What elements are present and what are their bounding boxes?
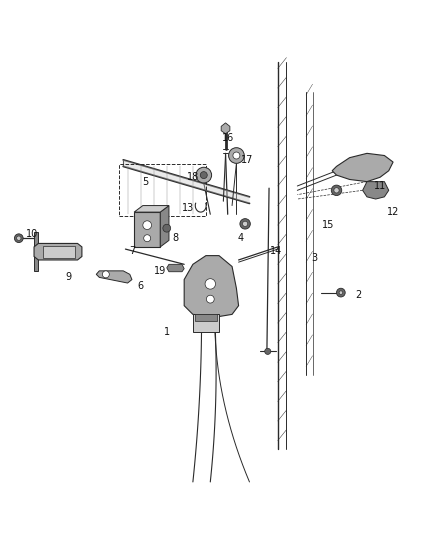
Circle shape (206, 295, 214, 303)
Circle shape (240, 219, 251, 229)
Polygon shape (134, 206, 169, 212)
Polygon shape (96, 271, 132, 283)
Circle shape (144, 235, 151, 241)
Text: 12: 12 (387, 207, 399, 217)
Text: 17: 17 (241, 155, 254, 165)
Polygon shape (363, 182, 389, 199)
Text: 19: 19 (154, 266, 166, 276)
Polygon shape (43, 246, 75, 258)
Circle shape (339, 291, 343, 294)
Polygon shape (123, 160, 250, 204)
Circle shape (143, 221, 152, 230)
Text: 3: 3 (312, 253, 318, 263)
Circle shape (196, 167, 212, 183)
Circle shape (243, 221, 248, 227)
Circle shape (229, 148, 244, 163)
Text: 14: 14 (269, 246, 282, 256)
Polygon shape (332, 154, 393, 182)
Polygon shape (134, 212, 160, 247)
Text: 11: 11 (374, 181, 386, 191)
Text: 5: 5 (142, 176, 148, 187)
Text: 1: 1 (164, 327, 170, 337)
Text: 15: 15 (321, 220, 334, 230)
Circle shape (102, 271, 110, 278)
Text: 4: 4 (238, 233, 244, 243)
Text: 7: 7 (129, 246, 135, 256)
Polygon shape (184, 256, 239, 317)
Polygon shape (167, 264, 184, 272)
Polygon shape (221, 123, 230, 134)
Text: 6: 6 (138, 281, 144, 291)
Circle shape (233, 152, 240, 159)
Circle shape (331, 185, 342, 196)
Circle shape (205, 279, 215, 289)
Circle shape (265, 349, 271, 354)
Polygon shape (193, 314, 219, 332)
Text: 16: 16 (222, 133, 234, 143)
Circle shape (334, 188, 339, 193)
Circle shape (14, 234, 23, 243)
Circle shape (336, 288, 345, 297)
Circle shape (17, 236, 21, 240)
Text: 13: 13 (182, 203, 194, 213)
Circle shape (163, 224, 171, 232)
Text: 9: 9 (66, 272, 72, 282)
Text: 8: 8 (173, 233, 179, 243)
Polygon shape (195, 314, 217, 321)
Circle shape (200, 172, 207, 179)
Polygon shape (34, 232, 39, 271)
Text: 18: 18 (187, 172, 199, 182)
Text: 2: 2 (355, 290, 361, 300)
Polygon shape (34, 244, 82, 260)
Polygon shape (160, 206, 169, 247)
Text: 10: 10 (26, 229, 38, 239)
